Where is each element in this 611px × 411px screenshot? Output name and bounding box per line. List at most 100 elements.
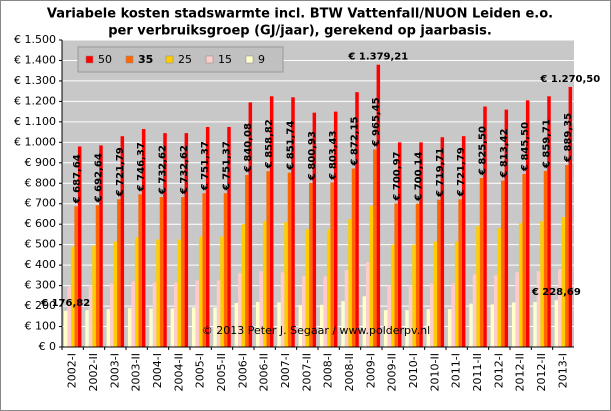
data-label: € 872,15 [349,116,360,166]
y-tick-label: € 900 [25,156,57,169]
bar [533,301,537,347]
bar [255,301,260,347]
y-tick-label: € 1.200 [14,94,56,107]
bar [426,309,431,347]
bar [152,282,157,347]
y-tick-label: € 100 [25,320,57,333]
bar [216,280,221,347]
bar [259,271,263,347]
x-tick-label: 2005-I [194,353,207,388]
data-label: € 732,62 [179,145,190,195]
y-tick-label: € 800 [25,176,57,189]
bar [245,175,249,347]
bar [319,304,324,347]
x-tick-label: 2013-I [556,353,569,388]
bar [479,178,484,347]
bar [127,308,132,347]
bar [451,283,455,347]
bar [298,305,303,347]
bar [501,180,505,347]
bar [518,223,523,347]
bar [223,193,228,347]
bar [355,92,359,347]
x-tick-label: 2005-II [215,353,228,391]
legend-label: 35 [138,53,153,66]
bar [205,126,210,347]
bar [348,219,352,347]
data-label: € 751,37 [221,141,232,191]
bar [387,285,391,347]
bar [241,224,246,347]
bar [202,193,206,347]
y-tick-label: € 1.400 [14,53,56,66]
bar [131,281,135,347]
y-tick-label: € 300 [25,279,57,292]
bar [419,142,423,347]
bar [302,276,306,347]
bar [461,136,466,347]
bar [138,194,142,347]
annotation: © 2013 Peter J. Segaar / www.polderpv.nl [202,324,430,337]
bar [469,303,473,347]
bar [494,275,498,347]
x-tick-label: 2012-I [492,353,505,388]
data-label: € 840,08 [243,123,254,173]
bar [195,280,199,347]
bar [117,199,121,347]
bar [191,307,196,347]
data-label: € 732,62 [157,145,168,195]
y-tick-label: € 1.500 [14,33,56,46]
bar [266,171,270,347]
x-tick-label: 2009-I [364,353,377,388]
data-label: € 825,50 [477,126,488,176]
bar [323,276,327,347]
bar [170,308,175,347]
bar [113,241,118,347]
bar [561,217,566,347]
data-label: € 721,79 [456,147,467,197]
bar [373,149,377,347]
chart-title: Variabele kosten stadswarmte incl. BTW V… [47,7,553,22]
bar [248,102,253,347]
bar [515,272,519,347]
y-tick-label: € 600 [25,217,57,230]
bar [77,146,82,347]
data-label: € 845,50 [520,122,531,172]
bar [511,302,516,347]
bar [351,168,356,347]
legend-swatch [125,55,134,64]
data-label: € 746,37 [136,142,147,192]
bar [568,86,573,347]
y-tick-label: € 1.000 [14,135,56,148]
bar [287,172,292,347]
legend-label: 50 [98,53,112,66]
data-label: € 1.379,21 [347,52,408,63]
bar [458,199,462,347]
bar [536,271,541,347]
bar [149,308,153,347]
bar [330,182,334,347]
bar [447,309,452,347]
bar [99,145,103,347]
bar [558,269,562,347]
data-label: € 721,79 [115,147,126,197]
bar [312,112,317,347]
x-tick-label: 2008-II [343,353,356,391]
bar [92,245,96,347]
bar [227,126,231,347]
x-tick-label: 2007-I [279,353,292,388]
data-label: € 687,64 [72,154,83,204]
bar [74,206,78,347]
data-label: € 692,64 [93,153,104,203]
x-tick-label: 2003-I [108,353,121,388]
bar [262,221,267,347]
bar [405,310,409,347]
x-tick-label: 2012-II [514,353,527,391]
x-tick-label: 2008-I [322,353,335,388]
bar [198,236,203,347]
bar [525,100,530,347]
bar [67,286,71,347]
bar [390,244,395,347]
bar [472,274,477,347]
data-label: € 1.270,50 [539,74,600,85]
